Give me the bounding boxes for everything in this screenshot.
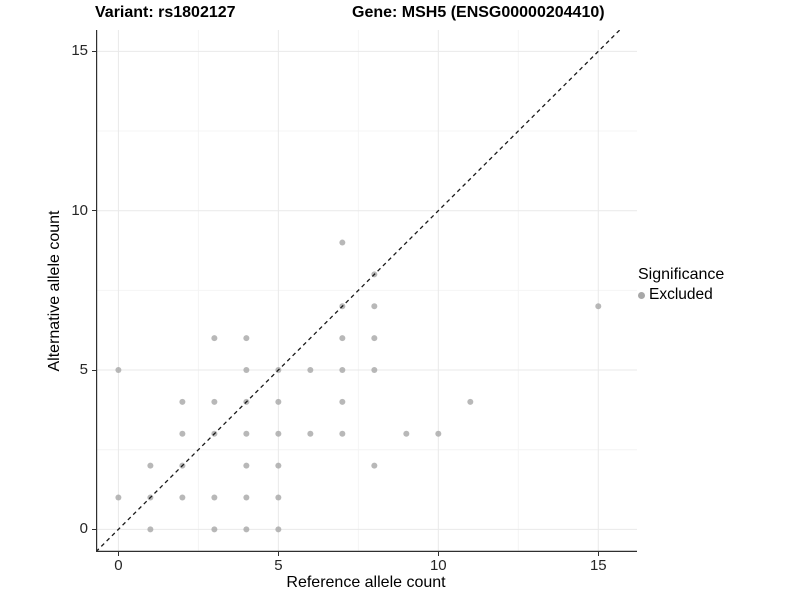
data-point (243, 335, 250, 342)
legend-point-icon (638, 291, 645, 299)
data-point (275, 494, 282, 501)
x-tick-mark (117, 552, 119, 556)
data-point (211, 526, 218, 533)
legend: Significance Excluded (638, 266, 724, 304)
data-point (403, 430, 410, 437)
data-point (307, 367, 314, 374)
data-point (243, 462, 250, 469)
data-point (115, 367, 122, 374)
data-point (339, 239, 346, 246)
y-tick-label: 15 (71, 42, 88, 60)
y-tick-label: 10 (71, 201, 88, 219)
data-point (179, 398, 186, 405)
data-point (339, 430, 346, 437)
x-tick-label: 10 (429, 557, 447, 574)
identity-reference-line (96, 30, 621, 552)
data-point (339, 398, 346, 405)
y-tick-label: 5 (79, 361, 88, 379)
y-axis-title: Alternative allele count (46, 210, 63, 372)
data-point (595, 303, 602, 310)
data-point (467, 398, 474, 405)
y-tick-mark (92, 369, 96, 371)
data-point (275, 398, 282, 405)
x-tick-mark (597, 552, 599, 556)
plot-title-variant: Variant: rs1802127 (95, 4, 236, 21)
scatter-canvas (96, 30, 637, 552)
data-point (211, 398, 218, 405)
data-point (275, 430, 282, 437)
y-tick-mark (92, 210, 96, 212)
data-point (371, 462, 378, 469)
x-tick-label: 15 (589, 557, 607, 574)
x-axis-title: Reference allele count (286, 574, 446, 591)
data-point (243, 367, 250, 374)
legend-entry-label: Excluded (649, 286, 713, 303)
data-point (339, 367, 346, 374)
data-point (307, 430, 314, 437)
data-point (147, 462, 154, 469)
y-tick-mark (92, 528, 96, 530)
plot-panel (96, 30, 637, 552)
y-tick-mark (92, 50, 96, 52)
data-point (211, 494, 218, 501)
data-point (275, 462, 282, 469)
data-point (179, 494, 186, 501)
data-point (435, 430, 442, 437)
x-tick-mark (437, 552, 439, 556)
legend-title: Significance (638, 266, 725, 283)
data-point (147, 526, 154, 533)
data-point (371, 367, 378, 374)
x-tick-label: 0 (114, 557, 123, 574)
plot-title-gene: Gene: MSH5 (ENSG00000204410) (352, 4, 605, 21)
data-point (179, 430, 186, 437)
data-point (211, 335, 218, 342)
data-point (371, 335, 378, 342)
data-point (339, 335, 346, 342)
data-point (115, 494, 122, 501)
data-point (243, 494, 250, 501)
x-tick-label: 5 (274, 557, 283, 574)
data-point (243, 526, 250, 533)
x-tick-mark (277, 552, 279, 556)
legend-entry: Excluded (638, 286, 724, 304)
data-point (243, 430, 250, 437)
y-tick-label: 0 (79, 520, 88, 538)
data-point (371, 303, 378, 310)
data-point (275, 526, 282, 533)
